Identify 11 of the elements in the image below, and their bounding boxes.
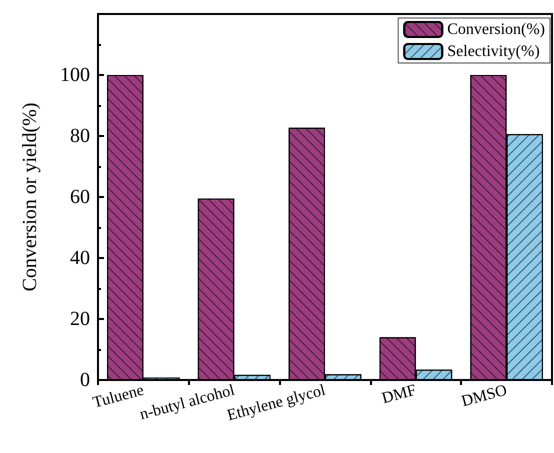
- y-tick-label: 80: [70, 125, 90, 147]
- y-tick-label: 40: [70, 247, 90, 269]
- y-tick-label: 60: [70, 186, 90, 208]
- x-tick-label: DMSO: [460, 382, 509, 410]
- y-axis-title: Conversion or yield(%): [19, 102, 41, 292]
- x-tick-label: DMF: [380, 382, 418, 408]
- legend-label: Selectivity(%): [447, 43, 540, 60]
- legend-label: Conversion(%): [447, 21, 546, 38]
- y-tick-label: 0: [80, 369, 90, 391]
- y-tick-label: 20: [70, 308, 90, 330]
- y-tick-label: 100: [60, 64, 90, 86]
